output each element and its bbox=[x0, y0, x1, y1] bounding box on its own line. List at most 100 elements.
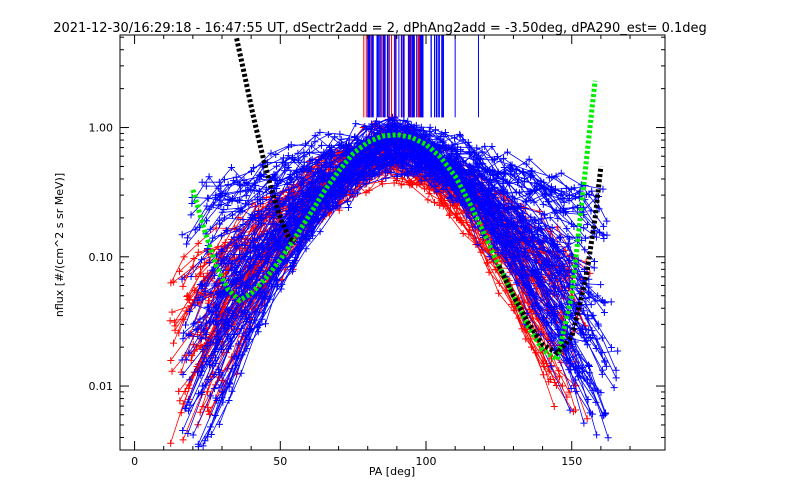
blue-trace-point bbox=[311, 132, 319, 140]
blue-trace-point bbox=[540, 210, 548, 218]
blue-trace-point bbox=[602, 362, 610, 370]
blue-trace-point bbox=[254, 207, 262, 215]
blue-trace-point bbox=[580, 419, 588, 427]
blue-trace-point bbox=[524, 237, 532, 245]
y-tick-label: 0.10 bbox=[89, 251, 114, 264]
blue-trace-point bbox=[197, 280, 205, 288]
red-trace-point bbox=[189, 263, 197, 271]
blue-trace-point bbox=[573, 281, 581, 289]
blue-trace-point bbox=[593, 335, 601, 343]
blue-trace-point bbox=[580, 224, 588, 232]
blue-trace-point bbox=[503, 178, 511, 186]
blue-trace-point bbox=[550, 243, 558, 251]
blue-trace-point bbox=[580, 374, 588, 382]
blue-trace-point bbox=[600, 308, 608, 316]
blue-trace-point bbox=[224, 260, 232, 268]
blue-trace-point bbox=[179, 335, 187, 343]
blue-trace-point bbox=[224, 181, 232, 189]
blue-trace-point bbox=[600, 222, 608, 230]
blue-trace-point bbox=[601, 358, 609, 366]
blue-trace-point bbox=[520, 222, 528, 230]
blue-trace-point bbox=[242, 332, 250, 340]
blue-trace-line bbox=[182, 153, 612, 375]
blue-trace-point bbox=[560, 198, 568, 206]
blue-trace-point bbox=[510, 237, 518, 245]
blue-trace-point bbox=[409, 158, 417, 166]
blue-trace-point bbox=[195, 294, 203, 302]
red-trace-point bbox=[179, 282, 187, 290]
blue-trace-point bbox=[199, 442, 207, 450]
red-trace-point bbox=[545, 378, 553, 386]
blue-trace-point bbox=[451, 134, 459, 142]
blue-trace-point bbox=[307, 217, 315, 225]
blue-trace-point bbox=[596, 228, 604, 236]
blue-trace-point bbox=[203, 303, 211, 311]
blue-trace-point bbox=[276, 244, 284, 252]
blue-trace-point bbox=[194, 297, 202, 305]
axes-group: 0 50 100 150 0.01 0.10 1.00 bbox=[89, 34, 666, 468]
blue-trace-point bbox=[382, 140, 390, 148]
blue-trace-point bbox=[590, 257, 598, 265]
blue-trace-point bbox=[249, 216, 257, 224]
blue-trace-point bbox=[287, 189, 295, 197]
red-trace-point bbox=[194, 248, 202, 256]
blue-trace-point bbox=[227, 342, 235, 350]
black-fit-curve bbox=[496, 166, 604, 357]
blue-trace-point bbox=[217, 200, 225, 208]
blue-trace-point bbox=[422, 172, 430, 180]
blue-trace-point bbox=[214, 291, 222, 299]
blue-trace-point bbox=[402, 125, 410, 133]
blue-trace-point bbox=[450, 187, 458, 195]
blue-trace-point bbox=[547, 363, 555, 371]
blue-trace-point bbox=[254, 328, 262, 336]
blue-trace-point bbox=[503, 148, 511, 156]
blue-trace-point bbox=[448, 181, 456, 189]
blue-trace-point bbox=[500, 163, 508, 171]
blue-trace-point bbox=[206, 423, 214, 431]
blue-trace-point bbox=[565, 191, 573, 199]
blue-trace-point bbox=[527, 213, 535, 221]
blue-trace-point bbox=[539, 200, 547, 208]
blue-trace-point bbox=[530, 198, 538, 206]
blue-trace-point bbox=[374, 161, 382, 169]
blue-trace-point bbox=[607, 343, 615, 351]
blue-trace-point bbox=[197, 388, 205, 396]
blue-trace-point bbox=[234, 262, 242, 270]
blue-trace-point bbox=[557, 169, 565, 177]
blue-trace-point bbox=[598, 334, 606, 342]
blue-trace-line bbox=[215, 143, 595, 323]
blue-trace-point bbox=[552, 314, 560, 322]
blue-trace-point bbox=[483, 165, 491, 173]
blue-trace-point bbox=[522, 160, 530, 168]
green-fit-curve bbox=[190, 80, 598, 364]
blue-trace-point bbox=[232, 173, 240, 181]
blue-trace-point bbox=[572, 387, 580, 395]
blue-trace-point bbox=[280, 238, 288, 246]
blue-trace-point bbox=[257, 232, 265, 240]
blue-trace-point bbox=[484, 209, 492, 217]
blue-trace-point bbox=[302, 140, 310, 148]
blue-trace-point bbox=[210, 371, 218, 379]
blue-trace-point bbox=[546, 214, 554, 222]
blue-trace-point bbox=[409, 131, 417, 139]
blue-trace-point bbox=[588, 327, 596, 335]
red-trace-point bbox=[495, 289, 503, 297]
blue-trace-point bbox=[485, 190, 493, 198]
red-trace-point bbox=[539, 371, 547, 379]
blue-trace-point bbox=[213, 397, 221, 405]
blue-trace-point bbox=[423, 147, 431, 155]
blue-trace-point bbox=[311, 138, 319, 146]
red-trace-point bbox=[459, 229, 467, 237]
blue-trace-point bbox=[271, 174, 279, 182]
blue-trace-point bbox=[508, 165, 516, 173]
blue-trace-point bbox=[231, 353, 239, 361]
blue-trace-point bbox=[395, 145, 403, 153]
blue-trace-point bbox=[503, 217, 511, 225]
blue-trace-point bbox=[232, 242, 240, 250]
blue-trace-point bbox=[546, 188, 554, 196]
blue-trace-point bbox=[297, 165, 305, 173]
blue-trace-point bbox=[454, 152, 462, 160]
blue-trace-point bbox=[227, 164, 235, 172]
blue-trace-point bbox=[284, 152, 292, 160]
